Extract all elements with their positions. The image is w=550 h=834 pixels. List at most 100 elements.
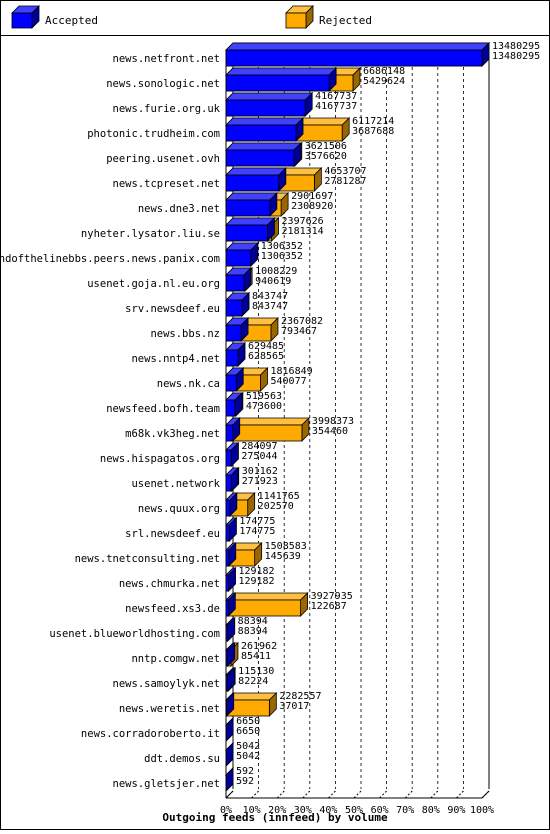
bar-accepted [226,118,303,141]
x-tick-mark [380,791,387,798]
bar-accepted [226,193,277,216]
category-label: news.weretis.net [119,703,220,715]
bar-accepted [226,243,258,266]
value-label-accepted: 3576620 [305,151,347,162]
value-label-accepted: 129182 [238,576,274,587]
category-label: photonic.trudheim.com [87,128,220,140]
value-label-accepted: 1306352 [261,251,303,262]
value-label-accepted: 354460 [312,426,348,437]
value-label-accepted: 275044 [241,451,277,462]
x-tick-mark [431,791,438,798]
value-label-accepted: 940619 [255,276,291,287]
bar-accepted [226,68,336,91]
category-label: m68k.vk3heg.net [125,428,220,440]
value-label-accepted: 592 [236,776,254,787]
category-label: endofthelinebbs.peers.news.panix.com [0,253,220,265]
category-label: newsfeed.xs3.de [125,603,220,615]
value-label-accepted: 473600 [246,401,282,412]
category-label: news.dne3.net [138,203,220,215]
bar-accepted [226,468,238,491]
category-label: ddt.demos.su [144,753,220,765]
value-label-accepted: 4167737 [315,101,357,112]
x-tick-label: 90% [447,805,465,816]
value-label-accepted: 37017 [279,701,309,712]
bar-accepted [226,143,301,166]
category-label: nyheter.lysator.liu.se [81,228,220,240]
category-label: srl.newsdeef.eu [125,528,220,540]
legend-label-rejected: Rejected [319,14,372,27]
category-label: newsfeed.bofh.team [106,403,220,415]
value-label-accepted: 5042 [236,751,260,762]
category-label: news.nntp4.net [131,353,220,365]
value-label-accepted: 540077 [271,376,307,387]
bar-rejected [226,593,308,616]
category-label: news.bbs.nz [150,328,220,340]
value-label-accepted: 202570 [258,501,294,512]
category-label: news.quux.org [138,503,220,515]
bar-accepted [226,568,235,591]
category-label: usenet.network [131,478,220,490]
category-label: news.samoylyk.net [113,678,220,690]
value-label-accepted: 271923 [242,476,278,487]
bar-accepted [226,343,245,366]
category-label: news.nk.ca [157,378,220,390]
x-tick-label: 80% [422,805,440,816]
value-label-accepted: 3687688 [352,126,394,137]
x-tick-mark [252,791,259,798]
category-label: usenet.blueworldhosting.com [49,628,220,640]
value-label-accepted: 174775 [239,526,275,537]
bar-accepted [226,768,233,791]
x-tick-mark [482,791,489,798]
x-tick-mark [303,791,310,798]
x-tick-mark [328,791,335,798]
bar-accepted [226,318,248,341]
x-tick-mark [226,791,233,798]
value-label-accepted: 2781287 [324,176,366,187]
value-label-accepted: 2181314 [282,226,324,237]
bar-accepted [226,293,249,316]
x-tick-mark [277,791,284,798]
category-label: news.netfront.net [113,53,220,65]
value-label-accepted: 843747 [252,301,288,312]
legend-label-accepted: Accepted [45,14,98,27]
category-label: news.gletsjer.net [113,778,220,790]
value-label-accepted: 2308920 [291,201,333,212]
category-label: news.furie.org.uk [113,103,221,115]
value-label-accepted: 145639 [265,551,301,562]
value-label-accepted: 88394 [238,626,268,637]
x-tick-mark [456,791,463,798]
category-label: news.chmurka.net [119,578,220,590]
value-label-accepted: 628565 [248,351,284,362]
value-label-accepted: 793467 [281,326,317,337]
category-label: news.tcpreset.net [113,178,220,190]
legend-swatch-accepted [12,6,39,28]
bar-accepted [226,268,251,291]
bar-accepted [226,518,236,541]
bar-accepted [226,168,286,191]
value-label-accepted: 13480295 [492,51,540,62]
bar-accepted [226,718,233,741]
chart-title: Outgoing feeds (innfeed) by volume [162,811,388,824]
bar-accepted [226,443,238,466]
category-label: news.tnetconsulting.net [75,553,220,565]
bar-accepted [226,43,489,66]
x-tick-mark [354,791,361,798]
category-label: srv.newsdeef.eu [125,303,220,315]
x-tick-label: 100% [470,805,494,816]
x-tick-label: 70% [396,805,414,816]
value-label-accepted: 122687 [311,601,347,612]
value-label-accepted: 5429624 [363,76,405,87]
x-tick-mark [405,791,412,798]
category-label: nntp.comgw.net [131,653,220,665]
category-label: news.corradoroberto.it [81,728,220,740]
bar-accepted [226,743,233,766]
value-label-accepted: 85411 [241,651,271,662]
category-label: news.hispagatos.org [100,453,220,465]
value-label-accepted: 82224 [238,676,268,687]
category-label: peering.usenet.ovh [106,153,220,165]
bar-accepted [226,93,312,116]
bar-accepted [226,218,274,241]
legend-swatch-rejected [286,6,313,28]
